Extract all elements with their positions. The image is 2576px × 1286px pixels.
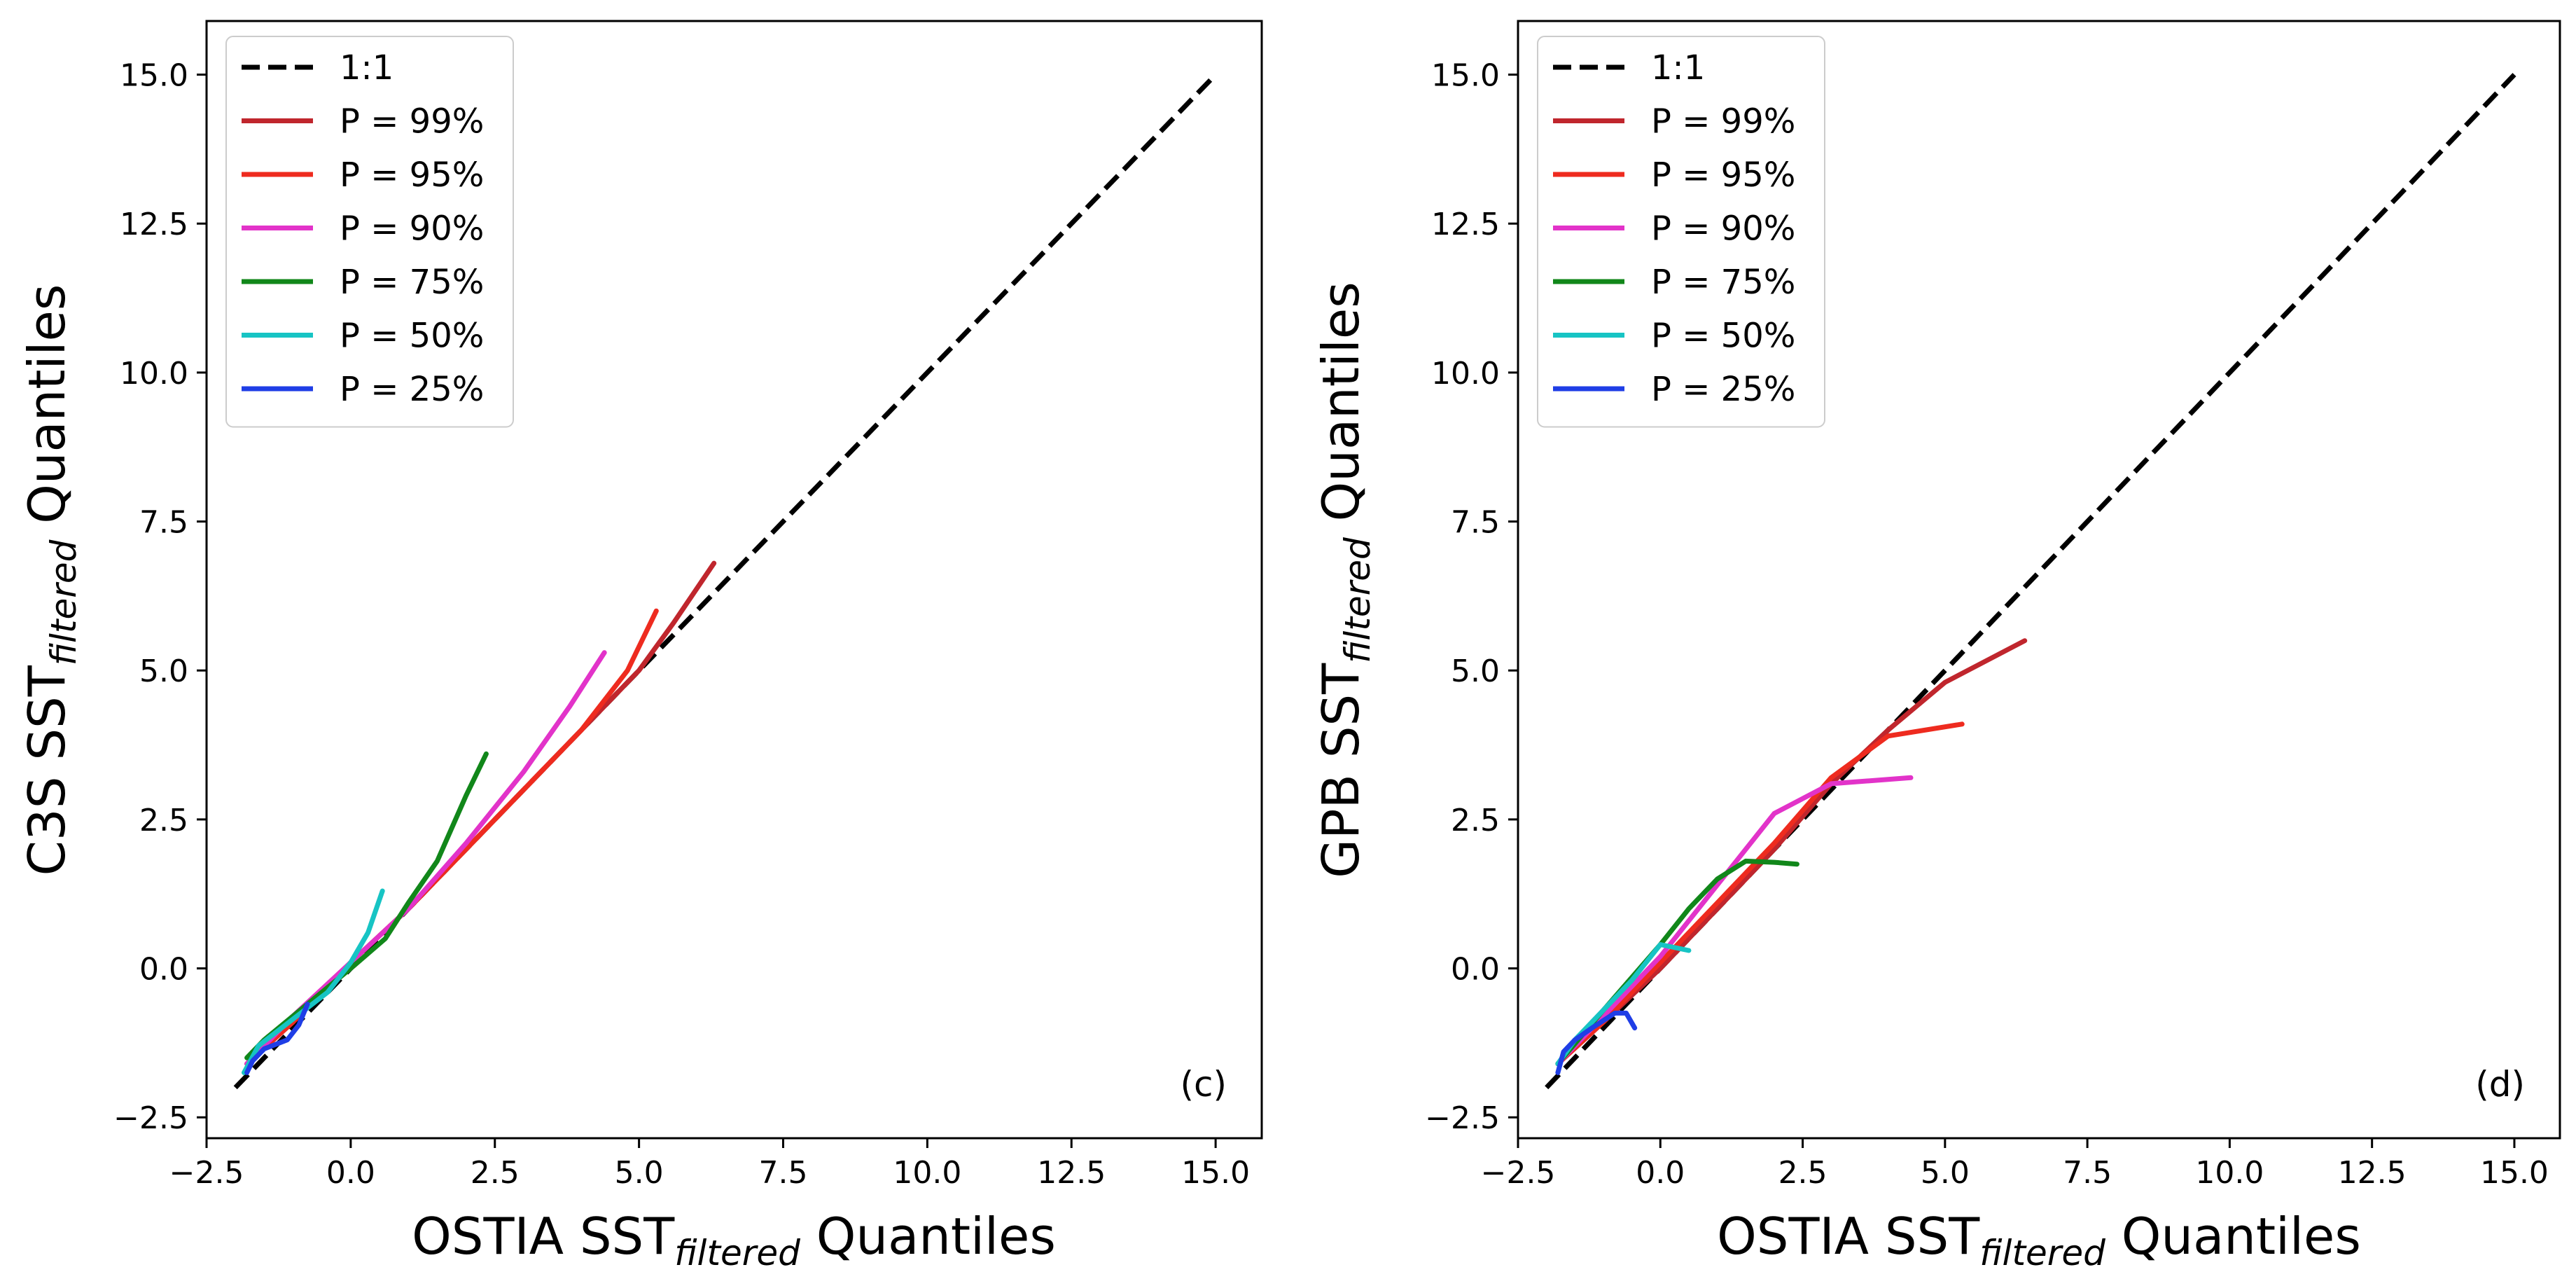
y-tick-label: 2.5	[139, 803, 188, 838]
series-line-P75	[244, 751, 489, 1060]
x-tick-label: 2.5	[1778, 1155, 1827, 1191]
x-tick-label: 12.5	[1037, 1155, 1106, 1191]
legend-label: P = 99%	[340, 102, 484, 141]
y-tick-label: 0.0	[139, 952, 188, 988]
series-line-P50	[242, 888, 385, 1075]
y-tick-label: 5.0	[1451, 654, 1500, 689]
one-to-one-line	[233, 73, 1218, 1090]
legend: 1:1 P = 99% P = 95% P = 90% P = 75% P = 50% P …	[225, 36, 514, 428]
x-tick-label: 0.0	[326, 1155, 375, 1191]
y-tick-label: 7.5	[139, 505, 188, 541]
legend-label: P = 75%	[340, 263, 484, 302]
legend-label: P = 25%	[340, 370, 484, 409]
legend-label: P = 75%	[1651, 263, 1795, 302]
x-tick-label: 12.5	[2338, 1155, 2407, 1191]
legend-box	[1537, 36, 1825, 428]
x-tick-label: 15.0	[2480, 1155, 2549, 1191]
y-tick-label: 5.0	[139, 654, 188, 689]
legend-label: P = 95%	[1651, 155, 1795, 195]
x-axis-label: OSTIA SSTfiltered Quantiles	[1717, 1207, 2361, 1273]
legend-label: P = 99%	[1651, 102, 1795, 141]
series-line-P90	[244, 650, 607, 1067]
x-tick-label: 15.0	[1181, 1155, 1250, 1191]
y-axis-label: C3S SSTfiltered Quantiles	[18, 284, 84, 876]
y-tick-label: 0.0	[1451, 952, 1500, 988]
y-tick-label: 15.0	[1431, 58, 1500, 94]
y-tick-label: −2.5	[113, 1100, 188, 1136]
series-line-P25	[244, 1002, 310, 1075]
x-tick-label: 5.0	[1921, 1155, 1970, 1191]
series-line-P25	[1555, 1010, 1638, 1075]
y-tick-label: −2.5	[1425, 1100, 1500, 1136]
y-tick-label: 12.5	[1431, 207, 1500, 242]
y-tick-label: 15.0	[120, 58, 188, 94]
x-tick-label: 5.0	[615, 1155, 664, 1191]
legend-label: P = 25%	[1651, 370, 1795, 409]
series-line-P99	[1555, 638, 2028, 1067]
legend-label: P = 50%	[1651, 317, 1795, 356]
x-tick-label: 7.5	[759, 1155, 808, 1191]
x-tick-label: −2.5	[169, 1155, 244, 1191]
x-tick-label: 10.0	[893, 1155, 961, 1191]
plot-frame	[205, 20, 1263, 1140]
legend-label: P = 95%	[340, 155, 484, 195]
legend-label: 1:1	[1651, 48, 1705, 88]
x-axis-label: OSTIA SSTfiltered Quantiles	[412, 1207, 1056, 1273]
y-tick-label: 10.0	[120, 356, 188, 392]
y-tick-label: 7.5	[1451, 505, 1500, 541]
y-tick-label: 12.5	[120, 207, 188, 242]
legend-label: P = 90%	[340, 209, 484, 249]
x-tick-label: 10.0	[2195, 1155, 2264, 1191]
one-to-one-line	[1545, 73, 2516, 1090]
x-tick-label: 7.5	[2063, 1155, 2112, 1191]
chart-panel-d: −2.5 0.0 2.5 5.0 7.5 10.0 12.5 15.0 −2.5 0.0 2.5 5.…	[1311, 20, 2561, 1273]
x-tick-label: 2.5	[471, 1155, 520, 1191]
series-line-P95	[244, 608, 659, 1067]
series-lines	[233, 73, 1218, 1090]
legend-label: 1:1	[340, 48, 394, 88]
panel-label: (c)	[1180, 1064, 1227, 1105]
y-tick-label: 10.0	[1431, 356, 1500, 392]
series-lines	[1545, 73, 2516, 1090]
legend-label: P = 90%	[1651, 209, 1795, 249]
x-tick-label: −2.5	[1481, 1155, 1556, 1191]
chart-panel-c: −2.5 0.0 2.5 5.0 7.5 10.0 12.5 15.0 −2.5 0.0 2.5 5.…	[18, 20, 1263, 1273]
x-tick-label: 0.0	[1636, 1155, 1685, 1191]
plot-frame	[1517, 20, 2561, 1140]
y-axis-label: GPB SSTfiltered Quantiles	[1311, 282, 1378, 878]
legend-label: P = 50%	[340, 317, 484, 356]
panel-label: (d)	[2475, 1064, 2525, 1105]
y-tick-label: 2.5	[1451, 803, 1500, 838]
legend: 1:1 P = 99% P = 95% P = 90% P = 75% P = 50% P …	[1537, 36, 1825, 428]
legend-box	[225, 36, 514, 428]
series-line-P90	[1555, 775, 1914, 1067]
